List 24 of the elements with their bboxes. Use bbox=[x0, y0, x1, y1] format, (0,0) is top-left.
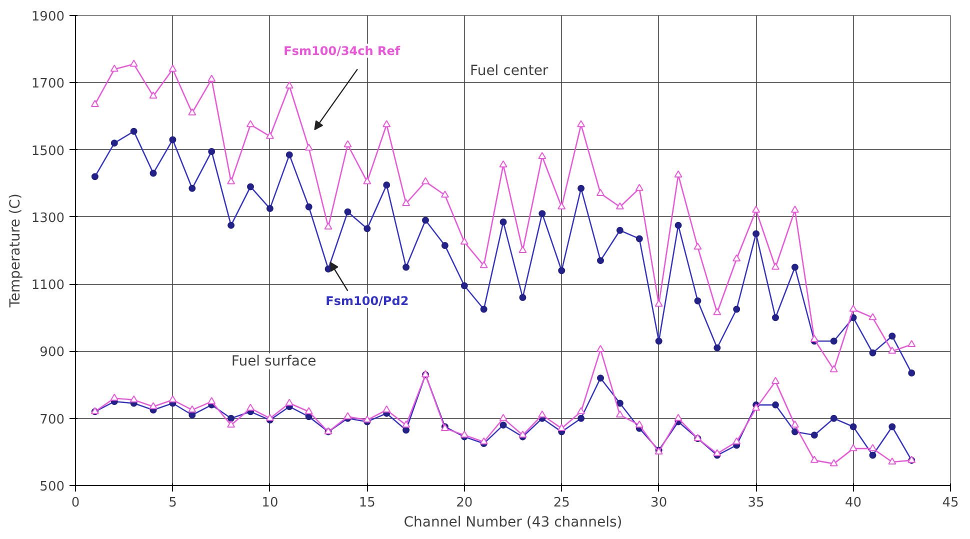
y-tick-label: 700 bbox=[40, 412, 65, 428]
x-tick-label: 0 bbox=[71, 496, 80, 510]
y-tick-label: 1700 bbox=[31, 76, 65, 92]
text: Fsm100/34ch Ref bbox=[284, 44, 401, 58]
x-tick-label: 10 bbox=[262, 496, 278, 510]
x-tick-label: 25 bbox=[553, 496, 570, 510]
series-label: Fsm100/Pd2 bbox=[326, 294, 409, 308]
x-tick-label: 40 bbox=[845, 496, 862, 510]
x-tick-label: 35 bbox=[748, 496, 764, 510]
x-axis-title: Channel Number (43 channels) bbox=[404, 514, 622, 530]
y-tick-label: 1100 bbox=[31, 278, 65, 294]
x-tick-label: 20 bbox=[456, 496, 473, 510]
x-tick-label: 5 bbox=[168, 496, 177, 510]
y-tick-label: 900 bbox=[40, 345, 65, 360]
annotation: Fuel center bbox=[470, 62, 548, 79]
x-tick-label: 15 bbox=[358, 496, 376, 510]
y-axis-title: Temperature (C) bbox=[7, 194, 24, 308]
y-tick-label: 1900 bbox=[31, 10, 65, 24]
annotation: Fuel surface bbox=[231, 353, 316, 370]
x-tick-label: 30 bbox=[650, 496, 668, 510]
x-tick-label: 45 bbox=[942, 496, 959, 510]
y-tick-label: 1300 bbox=[31, 210, 65, 226]
y-tick-label: 500 bbox=[40, 480, 65, 494]
y-tick-label: 1500 bbox=[31, 144, 65, 159]
